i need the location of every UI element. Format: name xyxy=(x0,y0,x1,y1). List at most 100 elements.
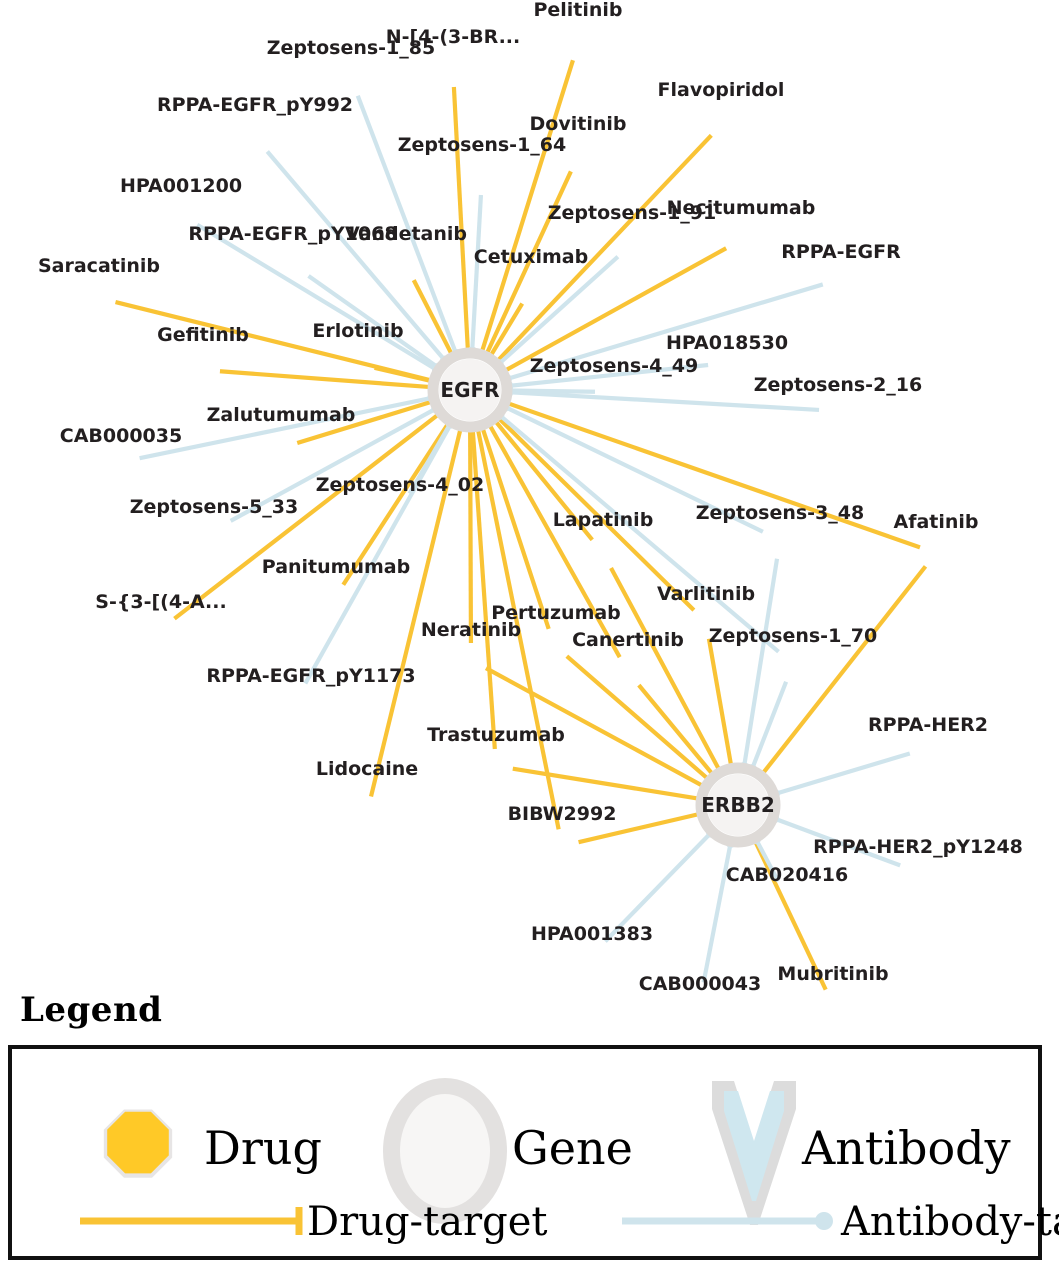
edge-line xyxy=(368,426,464,797)
drug-node-label: Cetuximab xyxy=(474,246,588,268)
antibody-node-label: HPA001200 xyxy=(120,175,242,197)
edge-line xyxy=(265,150,447,363)
edge-line xyxy=(219,369,433,390)
edge-line xyxy=(609,566,722,773)
antibody-node-label: RPPA-EGFR_pY992 xyxy=(157,94,353,116)
edge-line xyxy=(496,255,620,367)
edge-line xyxy=(773,751,911,797)
edge-line xyxy=(512,766,701,802)
nodes-layer xyxy=(427,347,781,848)
legend-gene-icon xyxy=(383,1078,507,1224)
legend-title: Legend xyxy=(20,990,163,1030)
antibody-node-label: CAB020416 xyxy=(726,864,848,886)
drug-node-label: Varlitinib xyxy=(657,583,755,605)
edge-line xyxy=(497,412,780,654)
edge-line xyxy=(411,279,455,358)
drug-target-edge xyxy=(755,565,928,781)
drug-node-label: Neratinib xyxy=(421,619,521,641)
edge-line xyxy=(749,680,789,771)
edge-line xyxy=(468,427,474,644)
edge-line xyxy=(505,282,824,382)
drug-node-label: Vandetanib xyxy=(345,223,467,245)
network-svg: EGFR ERBB2 Pelitinib N-[4-(3-BR... Flavopiri… xyxy=(38,0,1023,995)
antibody-target-edge xyxy=(768,751,911,800)
legend-svg xyxy=(80,1078,833,1235)
legend-antibody-label: Antibody xyxy=(802,1121,1011,1175)
edge-line xyxy=(374,365,434,384)
drug-node-label: BIBW2992 xyxy=(508,803,617,825)
edge-line xyxy=(495,415,696,612)
drug-node-label: Afatinib xyxy=(893,511,978,533)
edge-line xyxy=(492,418,594,542)
antibody-node-label: CAB000043 xyxy=(639,973,761,995)
edge-line xyxy=(451,86,471,353)
drug-node-label: Gefitinib xyxy=(157,324,249,346)
drug-node-label: Mubritinib xyxy=(777,963,888,985)
edge-line xyxy=(578,811,702,845)
edge-line xyxy=(507,388,596,394)
legend-box: Drug Gene Antibody Drug-target Antibody-… xyxy=(8,1045,1059,1260)
edge-line xyxy=(753,837,781,883)
edge-line xyxy=(479,425,551,630)
edge-line xyxy=(494,133,713,364)
drug-node-label: S-{3-[(4-A... xyxy=(95,591,226,613)
gene-node[interactable] xyxy=(427,347,513,433)
legend-antibody-edge-sample xyxy=(622,1212,833,1230)
edge-line xyxy=(565,654,711,782)
edge-line xyxy=(603,830,714,943)
antibody-node-label: RPPA-EGFR_pY1173 xyxy=(206,665,415,687)
edge-line xyxy=(296,399,435,446)
legend-drug-edge-sample xyxy=(80,1207,303,1235)
edge-line xyxy=(341,420,452,586)
edge-line xyxy=(484,170,573,357)
gene-core xyxy=(707,774,769,836)
edge-line xyxy=(479,59,575,355)
gene-core xyxy=(439,359,501,421)
drug-node-label: Zalutumumab xyxy=(207,404,356,426)
edge-line xyxy=(502,246,728,374)
labels-layer: EGFR ERBB2 Pelitinib N-[4-(3-BR... Flavopiri… xyxy=(38,0,1023,995)
edges-layer xyxy=(114,59,928,991)
legend-antibody-icon xyxy=(712,1081,796,1225)
edge-line xyxy=(470,194,484,353)
edge-line xyxy=(173,411,442,621)
antibody-node-label: RPPA-EGFR_pY1068 xyxy=(188,223,397,245)
antibody-node-label: Zeptosens-4_49 xyxy=(530,355,698,377)
edge-line xyxy=(229,406,438,523)
antibody-node-label: Zeptosens-3_48 xyxy=(696,502,864,524)
gene-node[interactable] xyxy=(695,762,781,848)
drug-node-label: Pelitinib xyxy=(533,0,622,21)
drug-target-edge xyxy=(706,638,738,771)
drug-node-label: Pertuzumab xyxy=(491,602,621,624)
edge-line xyxy=(475,426,561,830)
antibody-node-label: RPPA-HER2 xyxy=(868,714,988,736)
legend-antibody-target-label: Antibody-target xyxy=(841,1199,1059,1245)
drug-node-label: Lapatinib xyxy=(553,509,654,531)
gene-label: EGFR xyxy=(440,378,499,402)
edge-line xyxy=(307,274,441,370)
antibody-node-label: CAB000035 xyxy=(60,425,182,447)
edge-line xyxy=(741,558,780,768)
edge-line xyxy=(486,422,622,659)
gene-label: ERBB2 xyxy=(701,793,774,817)
drug-node-label: Lidocaine xyxy=(316,758,418,780)
antibody-node-label: RPPA-EGFR xyxy=(781,241,901,263)
drug-target-edge xyxy=(637,683,720,782)
antibody-node-label: Zeptosens-5_33 xyxy=(130,496,298,518)
edge-line xyxy=(752,838,828,991)
edge-line xyxy=(503,404,764,534)
edge-line xyxy=(759,565,928,777)
edge-line xyxy=(507,362,709,389)
edge-line xyxy=(637,683,716,778)
drug-node-label: Trastuzumab xyxy=(427,724,565,746)
antibody-node-label: Zeptosens-1_91 xyxy=(548,202,716,224)
edge-line xyxy=(355,95,459,356)
antibody-node-label: Zeptosens-2_16 xyxy=(754,374,922,396)
edge-line xyxy=(706,638,734,768)
drug-node-label: Erlotinib xyxy=(312,320,403,342)
antibody-node-label: Zeptosens-1_70 xyxy=(709,625,877,647)
drug-target-edge xyxy=(512,766,704,806)
legend-drug-label: Drug xyxy=(204,1121,322,1175)
edge-line xyxy=(196,223,439,373)
antibody-node-label: Zeptosens-1_85 xyxy=(267,37,435,59)
